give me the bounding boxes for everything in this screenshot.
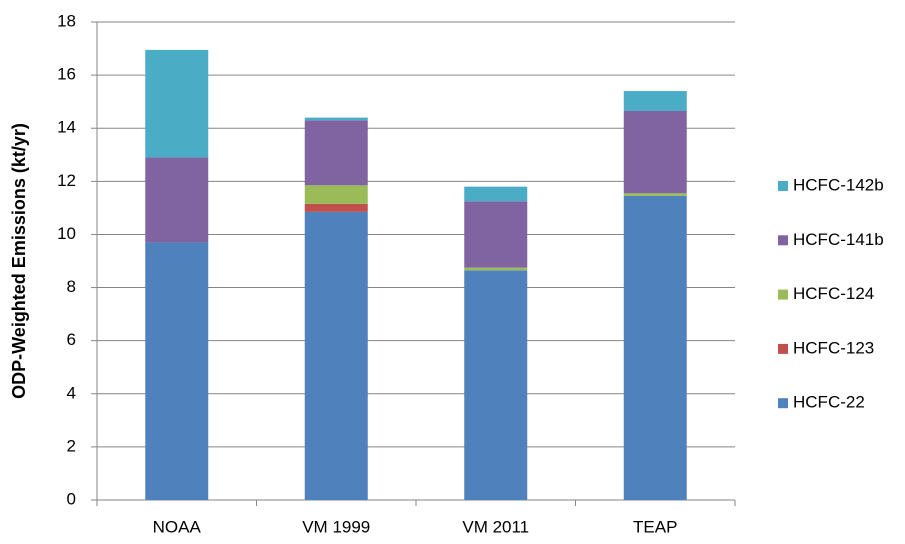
legend-swatch <box>778 181 788 191</box>
y-tick-label: 6 <box>67 330 76 349</box>
bar-segment <box>464 267 528 271</box>
legend-label: HCFC-141b <box>793 230 884 249</box>
y-axis-title: ODP-Weighted Emissions (kt/yr) <box>9 123 29 399</box>
y-tick-label: 0 <box>67 489 76 508</box>
y-tick-label: 4 <box>67 383 76 402</box>
legend-swatch <box>778 398 788 409</box>
legend-label: HCFC-123 <box>793 338 874 357</box>
bar-segment <box>304 117 368 121</box>
y-tick-label: 18 <box>57 11 76 30</box>
legend-label: HCFC-124 <box>793 284 874 303</box>
bar-segment <box>623 91 687 111</box>
bar-segment <box>464 201 528 268</box>
y-tick-label: 8 <box>67 277 76 296</box>
bar-segment <box>623 193 687 196</box>
bar-segment <box>304 211 368 500</box>
bar-segment <box>304 185 368 204</box>
y-tick-label: 10 <box>57 224 76 243</box>
x-tick-label: VM 1999 <box>302 517 370 536</box>
bar-segment <box>304 203 368 212</box>
bar-segment <box>145 157 209 243</box>
legend-swatch <box>778 343 788 354</box>
bar-segment <box>464 186 528 202</box>
legend-label: HCFC-142b <box>793 175 884 194</box>
x-tick-label: NOAA <box>153 517 202 536</box>
legend-label: HCFC-22 <box>793 393 865 412</box>
y-tick-label: 14 <box>57 118 76 137</box>
bar-segment <box>623 110 687 194</box>
y-tick-label: 16 <box>57 65 76 84</box>
legend-swatch <box>778 289 788 300</box>
y-tick-label: 2 <box>67 436 76 455</box>
x-tick-label: TEAP <box>633 517 677 536</box>
y-tick-label: 12 <box>57 171 76 190</box>
bar-segment <box>145 49 209 158</box>
bar-segment <box>304 120 368 186</box>
bar-segment <box>145 242 209 500</box>
x-tick-label: VM 2011 <box>462 517 529 536</box>
bar-segment <box>623 195 687 500</box>
legend-swatch <box>778 235 788 246</box>
bar-segment <box>464 270 528 500</box>
